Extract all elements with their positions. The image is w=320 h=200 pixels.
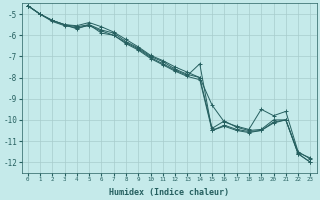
X-axis label: Humidex (Indice chaleur): Humidex (Indice chaleur): [109, 188, 229, 197]
